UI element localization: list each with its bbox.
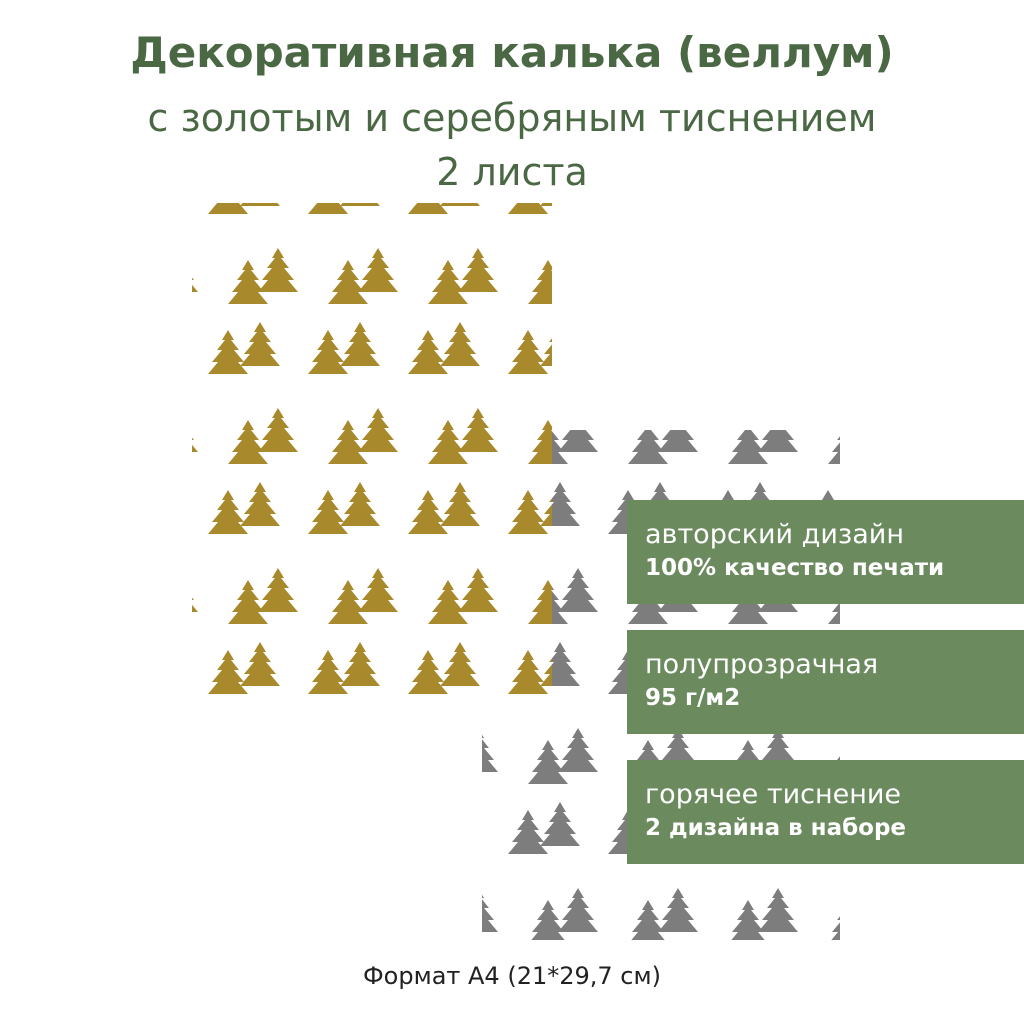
- feature-title: горячее тиснение: [645, 779, 902, 810]
- sheet-count: 2 листа: [436, 150, 588, 194]
- feature-box: авторский дизайн 100% качество печати: [627, 500, 1024, 604]
- feature-title: авторский дизайн: [645, 519, 904, 550]
- feature-box: горячее тиснение 2 дизайна в наборе: [627, 760, 1024, 864]
- feature-box: полупрозрачная 95 г/м2: [627, 630, 1024, 734]
- feature-subtitle: 2 дизайна в наборе: [645, 815, 907, 841]
- feature-subtitle: 95 г/м2: [645, 685, 741, 711]
- feature-subtitle: 100% качество печати: [645, 555, 945, 581]
- gold-pattern: [192, 203, 552, 710]
- feature-title: полупрозрачная: [645, 649, 879, 680]
- title: Декоративная калька (веллум): [130, 28, 894, 77]
- format-note: Формат А4 (21*29,7 см): [363, 962, 661, 990]
- subtitle: с золотым и серебряным тиснением: [147, 96, 877, 140]
